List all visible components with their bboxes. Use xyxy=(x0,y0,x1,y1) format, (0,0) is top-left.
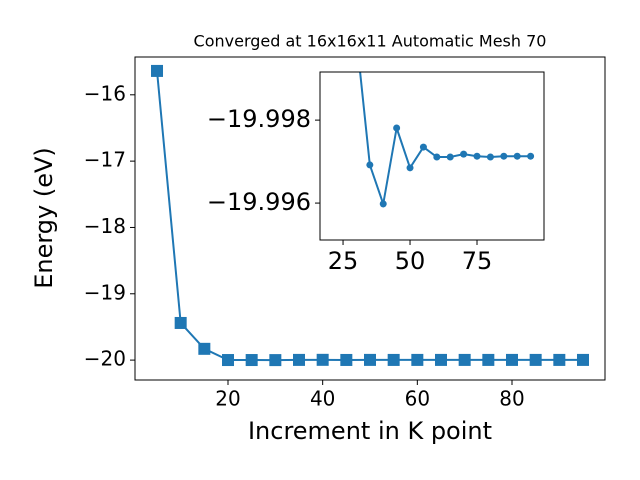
y-axis-label: Energy (eV) xyxy=(30,147,58,289)
marker xyxy=(340,353,353,366)
marker xyxy=(406,164,414,172)
x-tick-label: 20 xyxy=(215,387,240,411)
x-axis-label: Increment in K point xyxy=(248,417,492,445)
plot-area xyxy=(359,72,535,208)
x-tick-label: 25 xyxy=(328,247,359,275)
y-tick-label: −19 xyxy=(84,280,126,304)
y-tick-label: −17 xyxy=(84,148,126,172)
marker xyxy=(293,353,306,366)
marker xyxy=(387,353,400,366)
marker xyxy=(473,152,481,160)
marker xyxy=(379,200,387,208)
axes-frame xyxy=(134,56,606,381)
marker xyxy=(460,150,468,158)
marker xyxy=(222,354,235,367)
x-tick-label: 80 xyxy=(499,387,524,411)
marker xyxy=(486,153,494,161)
marker xyxy=(446,153,454,161)
plot-area xyxy=(151,64,589,367)
y-tick-label: −19.998 xyxy=(207,105,311,133)
marker xyxy=(576,353,589,366)
marker xyxy=(458,353,471,366)
marker xyxy=(553,353,566,366)
x-tick-label: 50 xyxy=(395,247,426,275)
marker xyxy=(434,353,447,366)
marker xyxy=(482,353,495,366)
x-tick-label: 40 xyxy=(310,387,335,411)
x-tick-label: 60 xyxy=(405,387,430,411)
marker xyxy=(316,353,329,366)
marker xyxy=(513,152,521,160)
marker xyxy=(411,353,424,366)
y-tick-label: −16 xyxy=(84,81,126,105)
axes-frame xyxy=(319,71,545,241)
y-tick-label: −20 xyxy=(84,347,126,371)
y-tick-label: −19.996 xyxy=(207,188,311,216)
x-tick-label: 75 xyxy=(462,247,493,275)
marker xyxy=(366,161,374,169)
marker xyxy=(198,342,211,355)
marker xyxy=(527,152,535,160)
marker xyxy=(393,124,401,132)
marker xyxy=(174,316,187,329)
marker xyxy=(269,354,282,367)
chart-title: Converged at 16x16x11 Automatic Mesh 70 xyxy=(194,32,547,51)
marker xyxy=(529,353,542,366)
marker xyxy=(245,354,258,367)
marker xyxy=(500,152,508,160)
marker xyxy=(505,353,518,366)
marker xyxy=(419,143,427,151)
marker xyxy=(433,153,441,161)
marker xyxy=(151,64,164,77)
y-tick-label: −18 xyxy=(84,214,126,238)
marker xyxy=(364,353,376,366)
